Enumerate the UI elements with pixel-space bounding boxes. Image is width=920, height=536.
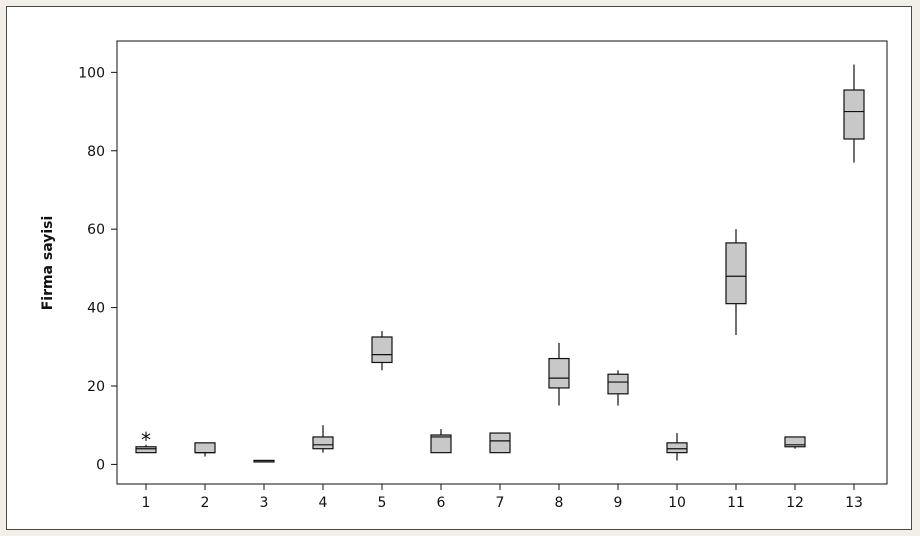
box-5 [371,331,393,371]
x-tick-label: 13 [845,495,863,511]
x-tick-label: 11 [727,495,745,511]
box-12 [784,436,806,449]
box-1: * [135,428,157,454]
x-tick-label: 3 [260,495,269,511]
x-tick-label: 9 [614,495,623,511]
iqr-box [784,436,806,448]
iqr-box [607,373,629,395]
iqr-box [430,434,452,454]
iqr-box [489,432,511,454]
x-tick-label: 4 [319,495,328,511]
iqr-box [666,442,688,454]
box-9 [607,370,629,406]
outlier-marker: * [141,428,151,452]
iqr-box [194,442,216,454]
chart-frame: 0 20 40 60 80 100 1 2 3 4 5 6 7 8 9 10 11 12 13 * Firma s… [6,6,912,530]
y-axis: 0 20 40 60 80 100 [78,65,117,473]
box-7 [489,432,511,454]
iqr-box [843,89,865,140]
plot-area [116,40,888,485]
x-axis: 1 2 3 4 5 6 7 8 9 10 11 12 13 [142,484,863,511]
x-tick-label: 1 [142,495,151,511]
x-tick-label: 7 [496,495,505,511]
boxes-group: * [135,64,865,463]
iqr-box [548,357,570,389]
iqr-box [312,436,334,450]
y-tick-label: 80 [87,144,105,160]
x-tick-label: 12 [786,495,804,511]
x-tick-label: 10 [668,495,686,511]
box-13 [843,64,865,163]
x-tick-label: 5 [378,495,387,511]
iqr-box [725,242,747,305]
box-11 [725,229,747,336]
x-tick-label: 8 [555,495,564,511]
box-6 [430,429,452,454]
y-tick-label: 20 [87,379,105,395]
iqr-box [135,446,157,454]
box-4 [312,425,334,453]
y-tick-label: 40 [87,301,105,317]
box-10 [666,433,688,461]
x-tick-label: 6 [437,495,446,511]
y-tick-label: 60 [87,222,105,238]
y-axis-title: Firma sayisi [40,216,56,311]
y-tick-label: 100 [78,65,105,81]
box-2 [194,442,216,457]
y-tick-label: 0 [96,457,105,473]
x-tick-label: 2 [201,495,210,511]
box-3 [253,459,275,463]
box-8 [548,342,570,406]
iqr-box [371,336,393,364]
